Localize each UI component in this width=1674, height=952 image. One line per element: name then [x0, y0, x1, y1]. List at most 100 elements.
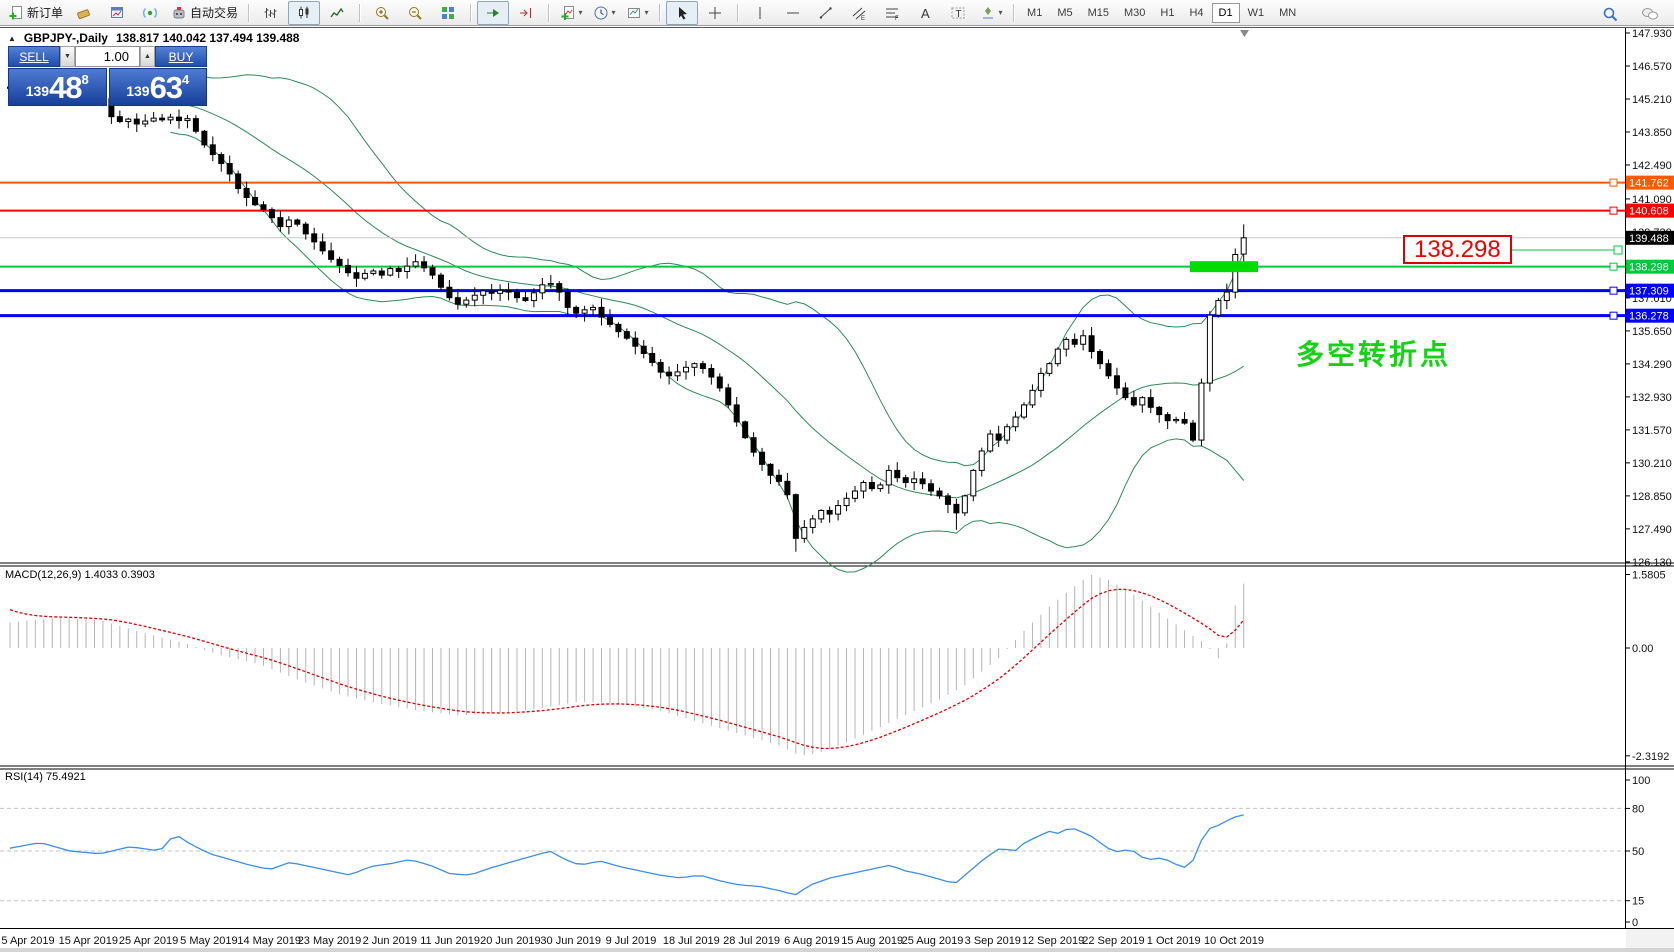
toolbar-separator: [248, 3, 250, 22]
eraser-icon: [76, 5, 92, 21]
highlight-rectangle[interactable]: [1190, 261, 1258, 273]
symbol-period-label: GBPJPY-,Daily: [23, 31, 108, 45]
svg-text:-2.3192: -2.3192: [1632, 751, 1669, 763]
templates-icon: [626, 5, 642, 21]
timeframe-mn[interactable]: MN: [1279, 6, 1297, 19]
price-callout-label[interactable]: 138.298: [1403, 235, 1512, 264]
candle-chart-mode-button[interactable]: [288, 0, 321, 25]
auto-trading-button[interactable]: 自动交易: [167, 1, 242, 25]
svg-text:10 Oct 2019: 10 Oct 2019: [1204, 935, 1264, 947]
svg-text:126.130: 126.130: [1632, 557, 1672, 569]
chat-button[interactable]: [1634, 2, 1666, 26]
zoom-out-button[interactable]: [399, 1, 431, 25]
tile-windows-button[interactable]: [432, 1, 464, 25]
macd-indicator-label: MACD(12,26,9) 1.4033 0.3903: [5, 569, 155, 581]
annotation-text[interactable]: 多空转折点: [1296, 339, 1452, 370]
text-button[interactable]: A: [909, 1, 941, 25]
level-handle: [1609, 286, 1618, 295]
svg-text:131.570: 131.570: [1632, 425, 1672, 437]
toolbar-separator: [548, 3, 550, 22]
axis-price-label: 141.762: [1626, 175, 1674, 190]
timeframe-h1[interactable]: H1: [1160, 6, 1175, 19]
search-button[interactable]: [1594, 2, 1626, 26]
svg-text:143.850: 143.850: [1632, 127, 1672, 139]
text-label-icon: T: [950, 5, 966, 21]
bar-chart-mode-button[interactable]: [255, 1, 287, 25]
timeframe-h4[interactable]: H4: [1189, 6, 1204, 19]
timeframe-d1[interactable]: D1: [1211, 2, 1240, 23]
text-label-button[interactable]: T: [942, 1, 974, 25]
indicators-button[interactable]: ▾: [555, 1, 587, 25]
volume-input[interactable]: 1.00: [75, 46, 140, 67]
line-chart-mode-button[interactable]: [321, 1, 353, 25]
crosshair-icon: [707, 5, 723, 21]
timeframe-w1[interactable]: W1: [1247, 6, 1265, 19]
axis-price-label: 137.309: [1626, 283, 1674, 298]
trend-line-button[interactable]: [810, 1, 842, 25]
svg-text:3 Sep 2019: 3 Sep 2019: [965, 935, 1021, 947]
timeframe-m5[interactable]: M5: [1057, 6, 1073, 19]
sell-button[interactable]: SELL: [8, 46, 60, 67]
timeframe-m15[interactable]: M15: [1087, 6, 1109, 19]
volume-decrease-button[interactable]: ▼: [60, 46, 75, 67]
svg-text:28 Jul 2019: 28 Jul 2019: [723, 935, 780, 947]
buy-price-button[interactable]: 139 63 4: [108, 68, 207, 106]
svg-text:T: T: [956, 9, 962, 20]
signals-button[interactable]: [134, 1, 166, 25]
vertical-line-button[interactable]: [744, 1, 776, 25]
indicators-icon: [560, 5, 576, 21]
sell-price-button[interactable]: 139 48 8: [8, 68, 107, 106]
rsi-line: [9, 814, 1244, 896]
timeframe-m30[interactable]: M30: [1124, 6, 1146, 19]
cursor-button[interactable]: [666, 0, 699, 25]
window-bottom-strip: [0, 948, 1674, 952]
axis-price-label: 138.298: [1626, 259, 1674, 274]
timeframe-m1[interactable]: M1: [1027, 6, 1043, 19]
chart-shift-icon: [518, 5, 534, 21]
crosshair-button[interactable]: [699, 1, 731, 25]
svg-text:5 May 2019: 5 May 2019: [180, 935, 237, 947]
open-chart-button[interactable]: [101, 1, 133, 25]
macd-signal-line: [9, 588, 1245, 750]
zoom-in-button[interactable]: [366, 1, 398, 25]
price-axis-ticks: 147.930 146.570 145.210 143.850 142.490 141.0…: [1625, 28, 1672, 569]
horizontal-line-icon: [785, 5, 801, 21]
buy-button[interactable]: BUY: [155, 46, 207, 67]
bar-chart-mode-icon: [263, 5, 279, 21]
svg-text:F: F: [895, 16, 899, 21]
chat-icon: [1641, 6, 1660, 22]
rsi-panel: 100 80 50 15 0: [0, 775, 1650, 929]
date-axis[interactable]: 5 Apr 2019 15 Apr 2019 25 Apr 2019 5 May 20…: [1, 935, 1264, 947]
level-handle: [1609, 178, 1618, 187]
auto-scroll-button[interactable]: [477, 0, 510, 25]
axis-price-label: 139.488: [1626, 230, 1674, 245]
svg-text:100: 100: [1632, 775, 1650, 787]
arrows-button[interactable]: ▾: [975, 1, 1007, 25]
svg-text:140.608: 140.608: [1629, 206, 1669, 218]
chart-shift-button[interactable]: [510, 1, 542, 25]
equidistant-channel-button[interactable]: E: [843, 1, 875, 25]
svg-text:147.930: 147.930: [1632, 28, 1672, 40]
eraser-button[interactable]: [68, 1, 100, 25]
toolbar-separator: [470, 3, 472, 22]
periods-button[interactable]: ▾: [588, 1, 620, 25]
collapse-arrow-icon[interactable]: ▲: [8, 33, 16, 43]
ohlc-values: 138.817 140.042 137.494 139.488: [115, 31, 300, 45]
candles: [7, 73, 1247, 552]
auto-trading-icon: [171, 5, 187, 21]
signals-icon: [142, 5, 158, 21]
fibonacci-button[interactable]: F: [876, 1, 908, 25]
new-order-icon: [8, 5, 24, 21]
templates-button[interactable]: ▾: [621, 1, 653, 25]
svg-text:0: 0: [1632, 917, 1638, 929]
text-icon: A: [917, 5, 933, 21]
horizontal-line-button[interactable]: [777, 1, 809, 25]
fibonacci-icon: F: [884, 5, 900, 21]
equidistant-channel-icon: E: [851, 5, 867, 21]
vertical-line-icon: [752, 5, 768, 21]
volume-increase-button[interactable]: ▲: [140, 46, 155, 67]
new-order-button[interactable]: 新订单: [4, 1, 67, 25]
svg-text:15: 15: [1632, 896, 1644, 908]
